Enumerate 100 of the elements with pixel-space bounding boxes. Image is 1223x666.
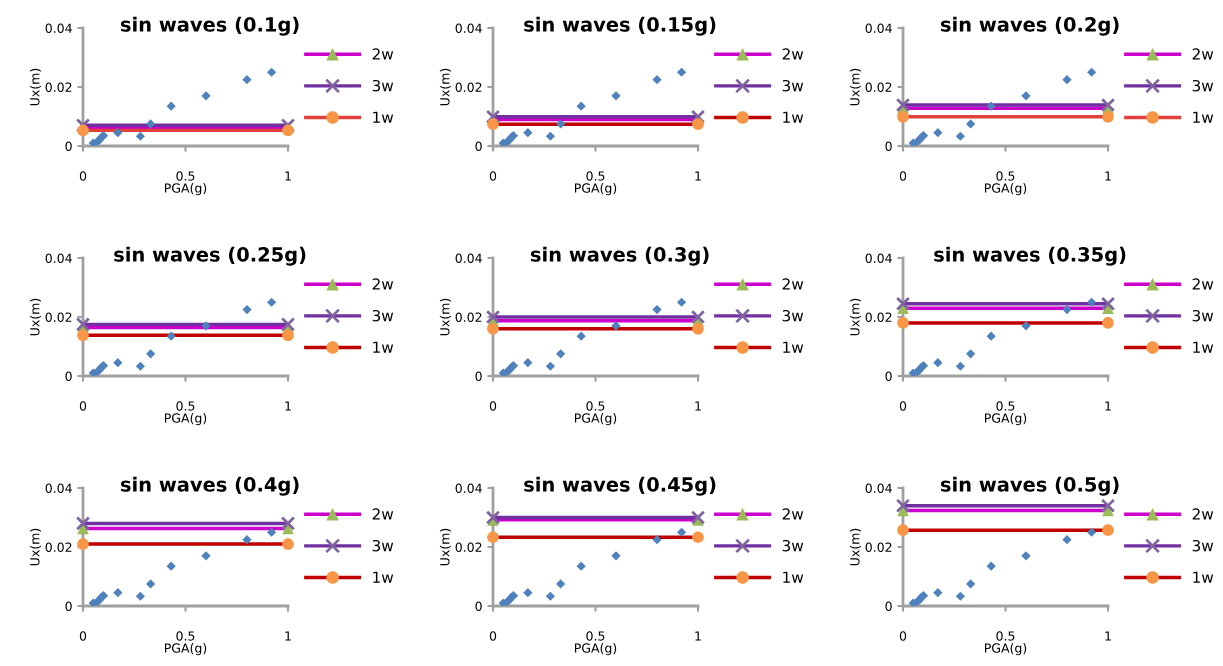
legend-label: 1w [373, 111, 394, 123]
x-axis-title: PGA(g) [165, 643, 207, 656]
x-tick-label: 0 [899, 171, 907, 181]
y-tick-label: 0.02 [45, 82, 72, 92]
legend-label: 1w [1193, 111, 1214, 123]
y-tick-label: 0.04 [455, 253, 482, 263]
y-axis-title: Ux(m) [849, 528, 862, 566]
point [955, 361, 966, 371]
x-tick-label: 0 [899, 631, 907, 641]
y-tick-label: 0.02 [865, 82, 892, 92]
x-tick-label: 0 [79, 631, 87, 641]
legend-label: 2w [1192, 278, 1214, 290]
legend-label: 3w [1192, 79, 1214, 92]
y-tick-label: 0.04 [455, 23, 482, 33]
chart-title: sin waves (0.5g) [940, 476, 1119, 496]
legend-label: 2w [372, 278, 394, 290]
x-tick-label: 0.5 [996, 401, 1015, 411]
y-axis-title: Ux(m) [849, 298, 862, 336]
point [146, 349, 156, 359]
x-axis-title: PGA(g) [575, 413, 617, 426]
point [611, 321, 621, 331]
point [933, 128, 943, 138]
point [485, 109, 501, 124]
point [1062, 535, 1072, 545]
point [266, 527, 277, 537]
point [897, 524, 909, 536]
point [242, 535, 252, 545]
point [1021, 321, 1031, 331]
x-tick-label: 1 [695, 171, 701, 181]
legend-label: 1w [783, 111, 804, 123]
y-tick-label: 0.02 [45, 312, 72, 322]
legend-label: 3w [1192, 309, 1214, 322]
chart-title: sin waves (0.2g) [940, 16, 1119, 36]
x-tick-label: 1 [695, 631, 701, 641]
y-tick-label: 0 [65, 371, 72, 381]
point [1086, 67, 1097, 77]
point [1102, 524, 1114, 536]
point [1021, 551, 1031, 561]
legend-label: 3w [372, 539, 394, 552]
point [676, 67, 687, 77]
point [135, 131, 146, 141]
point [955, 131, 966, 141]
point [1062, 305, 1072, 315]
point [242, 75, 252, 85]
point [266, 297, 277, 307]
legend-label: 3w [372, 79, 394, 92]
y-tick-label: 0 [475, 371, 482, 381]
point [576, 331, 586, 341]
y-tick-label: 0 [885, 601, 892, 611]
x-tick-label: 0.5 [996, 631, 1015, 641]
point [1086, 297, 1097, 307]
point [986, 331, 996, 341]
legend-label: 3w [372, 309, 394, 322]
y-tick-label: 0.02 [455, 82, 482, 92]
y-tick-label: 0 [65, 141, 72, 151]
legend-label: 1w [783, 341, 804, 353]
y-tick-label: 0.04 [45, 253, 72, 263]
point [556, 579, 566, 589]
point [113, 358, 123, 368]
x-tick-label: 0.5 [176, 401, 195, 411]
x-tick-label: 1 [285, 401, 291, 411]
x-axis-title: PGA(g) [575, 643, 617, 656]
x-tick-label: 0 [79, 401, 87, 411]
y-tick-label: 0 [65, 601, 72, 611]
y-tick-label: 0.02 [865, 312, 892, 322]
point [933, 588, 943, 598]
x-tick-label: 1 [1105, 631, 1111, 641]
x-axis-title: PGA(g) [165, 413, 207, 426]
point [523, 128, 533, 138]
chart-title: sin waves (0.35g) [934, 246, 1126, 266]
point [556, 349, 566, 359]
y-tick-label: 0.02 [865, 542, 892, 552]
x-axis-title: PGA(g) [985, 413, 1027, 426]
y-axis-title: Ux(m) [29, 528, 42, 566]
y-tick-label: 0.04 [865, 483, 892, 493]
point [676, 527, 687, 537]
x-tick-label: 0 [489, 631, 497, 641]
y-axis-title: Ux(m) [439, 298, 452, 336]
legend-label: 2w [1192, 48, 1214, 60]
chart-title: sin waves (0.4g) [120, 476, 299, 496]
point [146, 119, 156, 129]
point [955, 591, 966, 601]
legend-label: 2w [782, 278, 804, 290]
x-tick-label: 1 [285, 631, 291, 641]
legend-label: 2w [782, 48, 804, 60]
point [1062, 75, 1072, 85]
x-tick-label: 1 [1105, 171, 1111, 181]
legend-label: 1w [1193, 571, 1214, 583]
chart-title: sin waves (0.45g) [524, 476, 716, 496]
point [966, 579, 976, 589]
chart-title: sin waves (0.15g) [524, 16, 716, 36]
y-tick-label: 0 [885, 141, 892, 151]
y-tick-label: 0 [475, 141, 482, 151]
y-axis-title: Ux(m) [849, 68, 862, 106]
point [166, 101, 176, 111]
x-axis-title: PGA(g) [165, 183, 207, 196]
legend-label: 2w [782, 508, 804, 520]
point [966, 349, 976, 359]
x-tick-label: 0.5 [586, 401, 605, 411]
point [282, 538, 294, 550]
